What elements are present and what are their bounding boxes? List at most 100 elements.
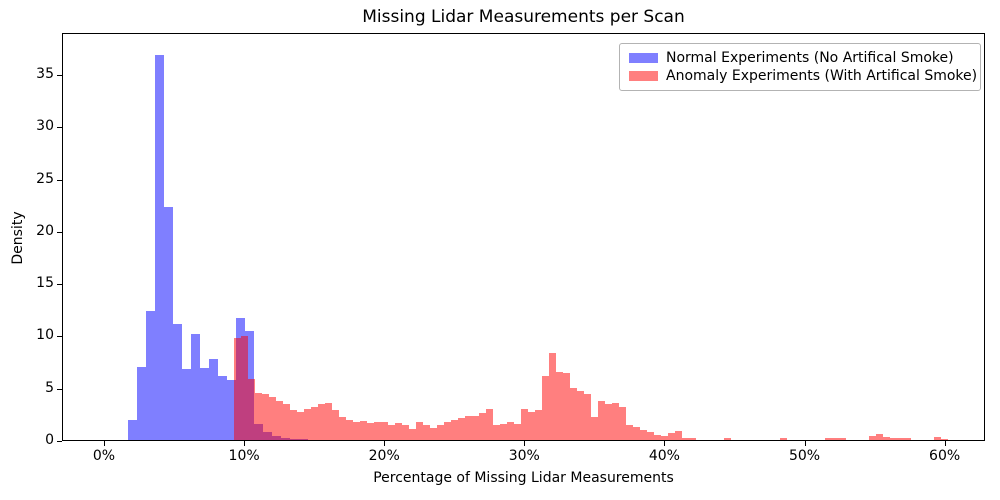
histogram-bar (275, 401, 283, 440)
histogram-bar (626, 425, 634, 440)
y-tick-label: 15 (36, 275, 54, 292)
plot-area (62, 33, 985, 441)
histogram-bar (605, 404, 613, 440)
histogram-bar (479, 413, 487, 440)
x-tick-mark (804, 441, 806, 446)
histogram-bar (430, 427, 438, 440)
histogram-bar (868, 435, 876, 440)
histogram-bar (619, 406, 627, 440)
histogram-bar (896, 437, 904, 440)
histogram-bar (388, 425, 395, 440)
histogram-bar (839, 437, 847, 440)
histogram-bar (542, 376, 550, 440)
histogram-bar (268, 397, 276, 440)
histogram-bar (146, 311, 156, 440)
histogram-bar (402, 425, 409, 440)
histogram-bar (465, 415, 473, 440)
histogram-bar (381, 421, 388, 440)
y-tick-mark (57, 75, 62, 76)
histogram-bar (780, 438, 788, 440)
histogram-bar (486, 408, 494, 440)
histogram-bar (359, 421, 367, 440)
histogram-bar (191, 334, 201, 440)
histogram-bar (577, 390, 585, 440)
histogram-bar (173, 323, 183, 440)
histogram-bar (633, 427, 641, 440)
histogram-bar (247, 379, 255, 440)
y-tick-mark (57, 388, 62, 390)
histogram-bar (875, 434, 883, 440)
histogram-bar (934, 436, 942, 440)
histogram-bar (240, 336, 248, 440)
x-tick-mark (384, 441, 386, 446)
histogram-bar (254, 392, 262, 440)
histogram-bar (137, 366, 147, 440)
legend-label-normal: Normal Experiments (No Artifical Smoke) (666, 50, 954, 66)
histogram-bar (324, 403, 332, 440)
histogram-bar (289, 409, 297, 440)
histogram-bar (303, 408, 311, 440)
histogram-bar (444, 421, 452, 440)
chart-title: Missing Lidar Measurements per Scan (362, 7, 685, 27)
y-tick-label: 0 (45, 432, 54, 448)
y-tick-label: 25 (36, 170, 54, 187)
histogram-bar (218, 376, 228, 440)
histogram-bar (282, 404, 290, 440)
histogram-bar (395, 423, 402, 440)
legend-label-anomaly: Anomaly Experiments (With Artifical Smok… (666, 68, 978, 84)
y-tick-mark (57, 284, 62, 286)
histogram-bar (366, 423, 374, 440)
x-tick-label: 30% (508, 448, 540, 464)
y-tick-mark (57, 127, 62, 129)
histogram-bar (331, 409, 339, 440)
histogram-bar (903, 438, 911, 440)
histogram-bar (493, 425, 501, 440)
histogram-bar (661, 435, 669, 440)
x-tick-label: 20% (368, 448, 400, 464)
legend: Normal Experiments (No Artifical Smoke) … (619, 43, 981, 91)
x-tick-mark (104, 441, 105, 446)
histogram-bar (233, 337, 241, 440)
x-tick-label: 0% (92, 448, 116, 464)
x-axis-label: Percentage of Missing Lidar Measurements (373, 470, 674, 486)
x-tick-label: 10% (228, 448, 260, 464)
histogram-bar (889, 438, 897, 440)
histogram-bar (352, 422, 360, 440)
histogram-bar (832, 437, 840, 440)
histogram-bar (882, 436, 890, 440)
histogram-bar (155, 55, 165, 440)
histogram-bar (437, 425, 445, 440)
histogram-bar (472, 415, 480, 440)
y-tick-mark (57, 441, 62, 442)
histogram-bar (689, 437, 697, 440)
histogram-bar (416, 421, 424, 440)
histogram-bar (825, 437, 833, 440)
histogram-bar (227, 380, 237, 440)
histogram-bar (640, 430, 648, 440)
histogram-bar (310, 406, 318, 440)
histogram-bar (458, 418, 466, 440)
histogram-bar (563, 373, 571, 440)
histogram-bar (507, 421, 515, 440)
histogram-bar (675, 431, 683, 440)
y-tick-label: 5 (45, 379, 54, 396)
histogram-bar (451, 419, 459, 440)
legend-item-anomaly: Anomaly Experiments (With Artifical Smok… (629, 68, 977, 84)
y-tick-label: 20 (36, 222, 54, 239)
legend-swatch-anomaly-icon (629, 71, 658, 81)
y-tick-label: 30 (36, 118, 54, 135)
histogram-bar (570, 388, 578, 440)
histogram-bar (668, 432, 676, 440)
y-tick-label: 10 (36, 327, 54, 344)
histogram-bar (423, 425, 431, 440)
histogram-bar (164, 206, 174, 440)
histogram-bar (182, 368, 192, 440)
y-tick-mark (57, 336, 62, 338)
histogram-bar (296, 411, 304, 440)
histogram-bar (338, 417, 346, 440)
histogram-bar (373, 422, 381, 440)
histogram-bar (941, 438, 949, 440)
y-tick-mark (57, 179, 62, 181)
histogram-bar (209, 359, 219, 440)
